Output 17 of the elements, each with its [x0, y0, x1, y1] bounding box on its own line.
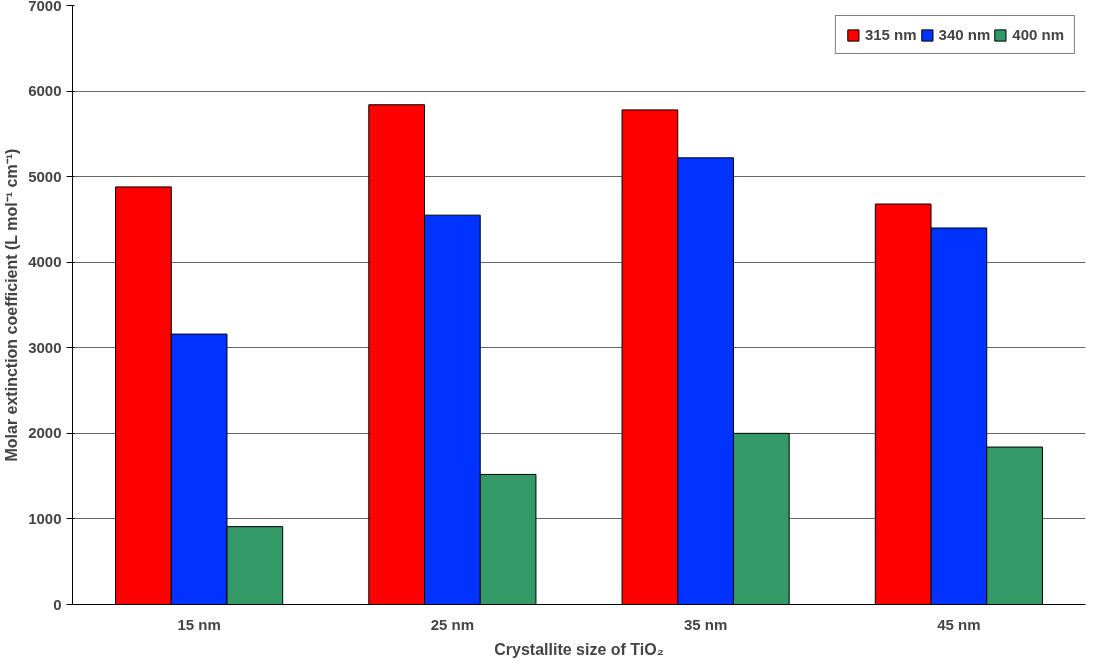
y-tick-label: 6000	[28, 82, 62, 100]
x-axis-title: Crystallite size of TiO₂	[494, 640, 664, 658]
y-tick-label: 5000	[28, 167, 62, 185]
y-tick-label: 2000	[28, 424, 62, 442]
y-tick-label: 4000	[28, 253, 62, 271]
y-tick-label: 3000	[28, 338, 62, 356]
x-tick-label: 25 nm	[430, 615, 475, 633]
legend-label: 340 nm	[938, 26, 991, 43]
legend-label: 315 nm	[864, 26, 917, 43]
y-tick-label: 1000	[28, 509, 62, 527]
y-axis-title: Molar extinction coefficient (L mol⁻¹ cm⁻¹)	[3, 148, 21, 462]
x-tick-label: 15 nm	[177, 615, 221, 633]
legend-label: 400 nm	[1012, 26, 1064, 43]
x-tick-label: 35 nm	[683, 615, 728, 633]
y-tick-label: 0	[53, 595, 62, 613]
y-tick-label: 7000	[28, 0, 62, 14]
x-tick-label: 45 nm	[937, 615, 981, 633]
